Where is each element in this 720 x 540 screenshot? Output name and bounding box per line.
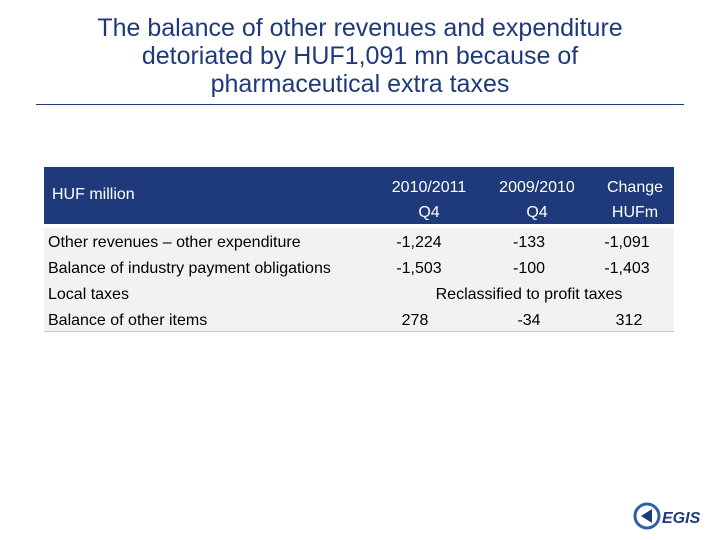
table-row: Other revenues – other expenditure -1,22…: [44, 231, 674, 255]
row-label: Other revenues – other expenditure: [48, 234, 301, 251]
table-row: Balance of other items 278 -34 312: [44, 309, 674, 333]
table-row: Balance of industry payment obligations …: [44, 257, 674, 281]
header-unit-label: HUF million: [52, 186, 135, 203]
row-label: Balance of industry payment obligations: [48, 260, 331, 277]
row-note: Reclassified to profit taxes: [435, 286, 623, 303]
cell-value: -100: [512, 260, 546, 277]
table-row: Local taxes Reclassified to profit taxes: [44, 283, 674, 307]
title-line-1: The balance of other revenues and expend…: [97, 14, 623, 42]
table-header: HUF million 2010/2011 Q4 2009/2010 Q4 Ch…: [44, 167, 674, 224]
column-header-line: Q4: [418, 204, 440, 221]
cell-value: -133: [512, 234, 546, 251]
column-header-line: Change: [606, 179, 664, 196]
column-header: Change HUFm: [590, 175, 680, 225]
logo-mark-icon: [633, 502, 661, 530]
column-header-line: Q4: [526, 204, 548, 221]
title-line-2: detoriated by HUF1,091 mn because of: [141, 42, 579, 70]
title-divider: [36, 104, 684, 105]
logo-wordmark: EGIS: [662, 510, 701, 527]
egis-logo: EGIS: [633, 502, 701, 530]
row-label: Local taxes: [48, 286, 129, 303]
column-header-line: HUFm: [611, 204, 659, 221]
column-header: 2010/2011 Q4: [384, 175, 474, 225]
table-bottom-rule: [44, 331, 674, 332]
title-line-3: pharmaceutical extra taxes: [210, 70, 510, 98]
column-header-line: 2010/2011: [391, 179, 467, 196]
column-header-line: 2009/2010: [499, 179, 575, 196]
row-label: Balance of other items: [48, 312, 208, 329]
cell-value: -1,091: [604, 234, 650, 251]
table-body-band: [44, 228, 674, 332]
cell-value: 312: [615, 312, 643, 329]
cell-value: -1,403: [604, 260, 650, 277]
cell-value: 278: [401, 312, 429, 329]
cell-value: -34: [517, 312, 541, 329]
cell-value: -1,503: [396, 260, 442, 277]
column-header: 2009/2010 Q4: [492, 175, 582, 225]
cell-value: -1,224: [396, 234, 442, 251]
slide-title: The balance of other revenues and expend…: [40, 14, 680, 98]
